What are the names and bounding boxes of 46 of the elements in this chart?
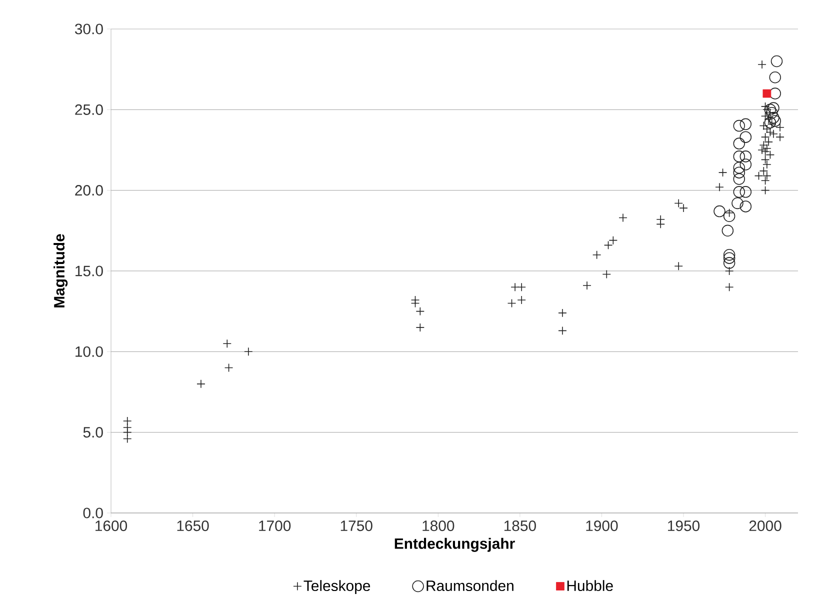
- point: [723, 252, 736, 264]
- x-tick-label: 2000: [749, 520, 782, 532]
- point: [733, 173, 746, 185]
- point: [740, 186, 752, 198]
- y-tick-label: 5.0: [83, 427, 103, 438]
- legend-label: Raumsonden: [426, 580, 514, 592]
- point: [762, 89, 772, 98]
- x-tick-label: 1900: [586, 520, 618, 532]
- x-axis-title: Entdeckungsjahr: [394, 538, 515, 552]
- y-tick-label: 15.0: [76, 266, 103, 276]
- x-tick-label: 1650: [177, 520, 209, 532]
- x-tick-label: 1600: [96, 520, 128, 532]
- point: [770, 55, 783, 68]
- point: [723, 257, 736, 269]
- point: [769, 72, 781, 84]
- point: [740, 200, 752, 212]
- point: [733, 166, 746, 178]
- x-tick-label: 1800: [422, 520, 454, 532]
- point: [769, 88, 781, 100]
- point: [723, 248, 736, 261]
- legend-label: Hubble: [567, 580, 613, 592]
- point: [733, 186, 746, 198]
- y-tick-label: 10.0: [76, 346, 103, 357]
- x-tick-label: 1950: [668, 520, 700, 532]
- y-tick-label: 20.0: [75, 185, 103, 196]
- point: [733, 138, 746, 150]
- point: [768, 102, 780, 114]
- y-tick-label: 25.0: [75, 104, 103, 115]
- point: [733, 150, 746, 162]
- point: [740, 118, 752, 130]
- point: [768, 112, 780, 124]
- point: [733, 162, 746, 174]
- x-tick-label: 1750: [340, 520, 372, 532]
- point: [740, 150, 752, 162]
- point: [740, 158, 752, 170]
- y-tick-label: 0.0: [83, 508, 103, 518]
- y-tick-label: 30.0: [74, 24, 103, 34]
- y-axis-title: Magnitude: [54, 234, 68, 308]
- x-tick-label: 1850: [504, 520, 536, 532]
- legend-label: Teleskope: [304, 580, 370, 594]
- point: [722, 224, 734, 237]
- point: [733, 120, 746, 132]
- x-tick-label: 1700: [259, 520, 291, 532]
- point: [732, 197, 744, 210]
- point: [740, 131, 752, 143]
- point: [764, 104, 776, 116]
